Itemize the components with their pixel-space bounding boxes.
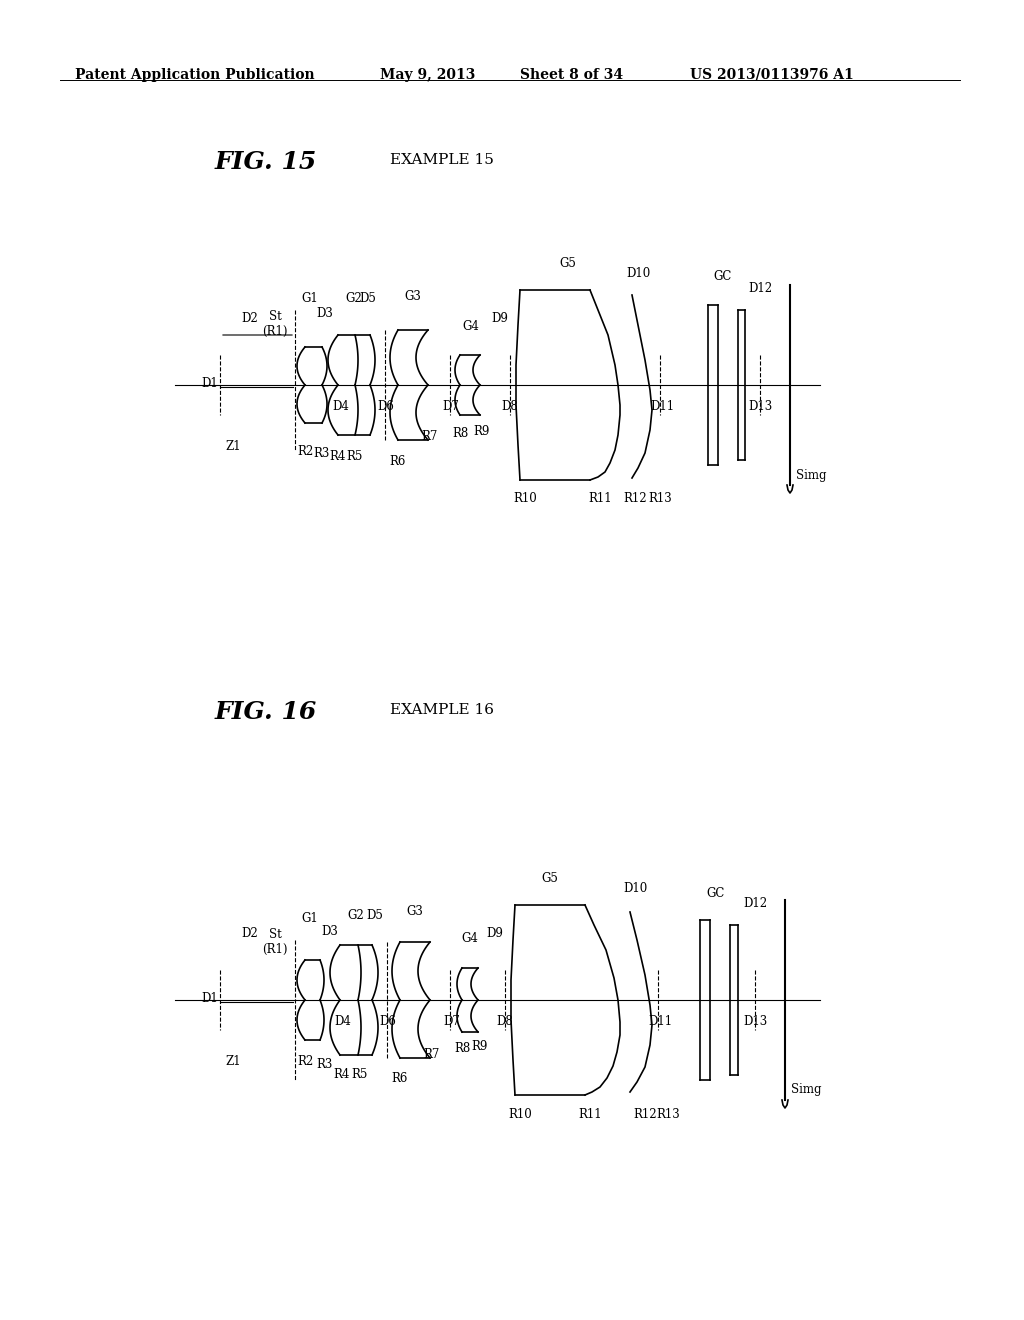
Text: R9: R9 — [474, 425, 490, 438]
Text: Simg: Simg — [791, 1084, 821, 1097]
Text: EXAMPLE 15: EXAMPLE 15 — [390, 153, 494, 168]
Text: R13: R13 — [656, 1107, 680, 1121]
Text: D11: D11 — [650, 400, 674, 413]
Text: GC: GC — [707, 887, 725, 900]
Text: G4: G4 — [462, 932, 478, 945]
Text: FIG. 15: FIG. 15 — [215, 150, 317, 174]
Text: G3: G3 — [407, 906, 424, 917]
Text: St
(R1): St (R1) — [262, 928, 288, 956]
Text: D2: D2 — [242, 312, 258, 325]
Text: G5: G5 — [559, 257, 577, 271]
Text: D12: D12 — [748, 282, 772, 294]
Text: D5: D5 — [359, 292, 377, 305]
Text: R8: R8 — [452, 426, 468, 440]
Text: D3: D3 — [316, 308, 334, 319]
Text: G1: G1 — [302, 912, 318, 925]
Text: D5: D5 — [367, 909, 383, 921]
Text: D11: D11 — [648, 1015, 672, 1028]
Text: G4: G4 — [463, 319, 479, 333]
Text: D13: D13 — [748, 400, 772, 413]
Text: D3: D3 — [322, 925, 339, 939]
Text: St
(R1): St (R1) — [262, 310, 288, 338]
Text: R11: R11 — [579, 1107, 602, 1121]
Text: D12: D12 — [743, 898, 767, 909]
Text: D1: D1 — [202, 993, 218, 1005]
Text: R10: R10 — [508, 1107, 531, 1121]
Text: R5: R5 — [347, 450, 364, 463]
Text: D9: D9 — [486, 927, 504, 940]
Text: D2: D2 — [242, 927, 258, 940]
Text: D1: D1 — [202, 378, 218, 389]
Text: R5: R5 — [352, 1068, 369, 1081]
Text: EXAMPLE 16: EXAMPLE 16 — [390, 704, 494, 717]
Text: R12: R12 — [624, 492, 647, 506]
Text: R2: R2 — [297, 445, 313, 458]
Text: Patent Application Publication: Patent Application Publication — [75, 69, 314, 82]
Text: R13: R13 — [648, 492, 672, 506]
Text: US 2013/0113976 A1: US 2013/0113976 A1 — [690, 69, 854, 82]
Text: R4: R4 — [334, 1068, 350, 1081]
Text: G5: G5 — [542, 873, 558, 884]
Text: D10: D10 — [626, 267, 650, 280]
Text: D9: D9 — [492, 312, 509, 325]
Text: R2: R2 — [297, 1055, 313, 1068]
Text: R8: R8 — [454, 1041, 470, 1055]
Text: Sheet 8 of 34: Sheet 8 of 34 — [520, 69, 624, 82]
Text: D7: D7 — [443, 1015, 461, 1028]
Text: R12: R12 — [633, 1107, 656, 1121]
Text: D8: D8 — [502, 400, 518, 413]
Text: Z1: Z1 — [225, 440, 241, 453]
Text: Simg: Simg — [796, 469, 826, 482]
Text: R4: R4 — [330, 450, 346, 463]
Text: R10: R10 — [513, 492, 537, 506]
Text: G3: G3 — [404, 290, 422, 304]
Text: D10: D10 — [623, 882, 647, 895]
Text: G2: G2 — [346, 292, 362, 305]
Text: R7: R7 — [422, 430, 438, 444]
Text: D6: D6 — [378, 400, 394, 413]
Text: May 9, 2013: May 9, 2013 — [380, 69, 475, 82]
Text: R3: R3 — [313, 447, 330, 459]
Text: G1: G1 — [302, 292, 318, 305]
Text: D8: D8 — [497, 1015, 513, 1028]
Text: G2: G2 — [347, 909, 365, 921]
Text: D6: D6 — [380, 1015, 396, 1028]
Text: R9: R9 — [472, 1040, 488, 1053]
Text: R6: R6 — [390, 455, 407, 469]
Text: GC: GC — [714, 271, 732, 282]
Text: R6: R6 — [392, 1072, 409, 1085]
Text: D7: D7 — [442, 400, 460, 413]
Text: R11: R11 — [588, 492, 611, 506]
Text: D4: D4 — [333, 400, 349, 413]
Text: R7: R7 — [424, 1048, 440, 1061]
Text: FIG. 16: FIG. 16 — [215, 700, 317, 723]
Text: D4: D4 — [335, 1015, 351, 1028]
Text: D13: D13 — [742, 1015, 767, 1028]
Text: R3: R3 — [316, 1059, 333, 1071]
Text: Z1: Z1 — [225, 1055, 241, 1068]
